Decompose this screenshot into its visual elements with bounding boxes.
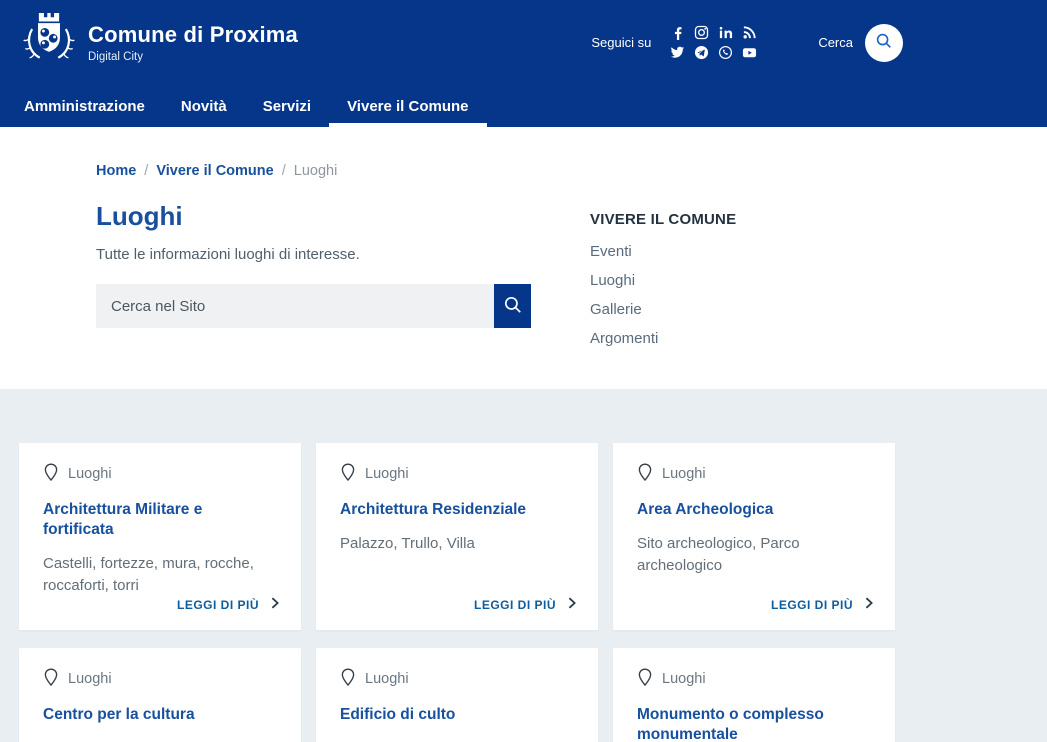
nav-item-servizi[interactable]: Servizi xyxy=(245,85,329,127)
map-pin-icon xyxy=(43,667,59,691)
read-more-link[interactable]: LEGGI DI PIÙ xyxy=(771,595,876,614)
map-pin-icon xyxy=(340,667,356,691)
card-category-row: Luoghi xyxy=(637,667,871,691)
sidebar-item-label[interactable]: Argomenti xyxy=(590,330,659,347)
card-category-label: Luoghi xyxy=(662,671,706,687)
site-logo-link[interactable]: Comune di Proxima Digital City xyxy=(22,10,298,75)
sidebar-title: VIVERE IL COMUNE xyxy=(590,211,737,228)
card-description: Acquario, Anfiteatro, Archivio, Auditori… xyxy=(43,738,277,742)
card-description: Palazzo, Trullo, Villa xyxy=(340,535,475,553)
search-icon xyxy=(503,295,523,318)
card-title-link[interactable]: Centro per la cultura xyxy=(43,706,195,723)
header-search-label: Cerca xyxy=(818,35,853,50)
breadcrumb-separator: / xyxy=(281,163,286,179)
cards-section: Luoghi Architettura Militare e fortifica… xyxy=(0,389,1047,742)
page-title: Luoghi xyxy=(96,201,183,231)
follow-label: Seguici su xyxy=(591,35,652,50)
map-pin-icon xyxy=(340,462,356,486)
card-category-row: Luoghi xyxy=(340,462,574,486)
nav-item-label[interactable]: Servizi xyxy=(262,97,312,115)
instagram-icon[interactable] xyxy=(692,25,710,41)
place-card: Luoghi Area Archeologica Sito archeologi… xyxy=(613,443,895,630)
card-category-label: Luoghi xyxy=(662,466,706,482)
card-category-row: Luoghi xyxy=(340,667,574,691)
map-pin-icon xyxy=(43,462,59,486)
chevron-right-icon xyxy=(565,595,579,614)
breadcrumb-home-link[interactable]: Home xyxy=(96,163,137,179)
sidebar-item-label[interactable]: Luoghi xyxy=(590,272,636,289)
section-nav-sidebar: VIVERE IL COMUNE Eventi Luoghi Gallerie … xyxy=(590,211,736,359)
site-search-form xyxy=(96,284,531,328)
card-title-link[interactable]: Monumento o complesso monumentale xyxy=(637,706,824,742)
sidebar-item-luoghi[interactable]: Luoghi xyxy=(590,272,736,290)
card-description: Abbazia, Chiesa, Campanile, Battistero, xyxy=(340,738,574,742)
map-pin-icon xyxy=(637,667,653,691)
place-card: Luoghi Architettura Residenziale Palazzo… xyxy=(316,443,598,630)
main-nav: Amministrazione Novità Servizi Vivere il… xyxy=(0,85,1047,127)
search-icon xyxy=(875,32,893,53)
telegram-icon[interactable] xyxy=(692,45,710,61)
nav-item-label[interactable]: Vivere il Comune xyxy=(347,97,469,115)
site-search-submit-button[interactable] xyxy=(494,284,531,328)
read-more-link[interactable]: LEGGI DI PIÙ xyxy=(177,595,282,614)
card-title-link[interactable]: Architettura Residenziale xyxy=(340,501,527,518)
place-card: Luoghi Edificio di culto Abbazia, Chiesa… xyxy=(316,648,598,742)
card-category-label: Luoghi xyxy=(68,466,112,482)
card-description: Castelli, fortezze, mura, rocche, roccaf… xyxy=(43,555,254,595)
breadcrumb-separator: / xyxy=(144,163,149,179)
nav-item-novita[interactable]: Novità xyxy=(163,85,245,127)
page-subtitle: Tutte le informazioni luoghi di interess… xyxy=(96,246,360,263)
card-category-row: Luoghi xyxy=(43,667,277,691)
municipality-crest-logo xyxy=(22,10,76,75)
cards-grid: Luoghi Architettura Militare e fortifica… xyxy=(19,443,1047,742)
site-tagline: Digital City xyxy=(88,51,143,63)
place-card: Luoghi Monumento o complesso monumentale… xyxy=(613,648,895,742)
card-category-label: Luoghi xyxy=(365,671,409,687)
sidebar-item-label[interactable]: Eventi xyxy=(590,243,632,260)
linkedin-icon[interactable] xyxy=(716,25,734,41)
breadcrumb-vivere-il-comune-link[interactable]: Vivere il Comune xyxy=(156,163,274,179)
chevron-right-icon xyxy=(268,595,282,614)
card-description: Sito archeologico, Parco archeologico xyxy=(637,535,800,574)
sidebar-item-label[interactable]: Gallerie xyxy=(590,301,642,318)
read-more-label: LEGGI DI PIÙ xyxy=(770,597,853,612)
nav-item-label[interactable]: Amministrazione xyxy=(24,97,145,115)
breadcrumb: Home / Vivere il Comune / Luoghi xyxy=(96,163,531,179)
map-pin-icon xyxy=(637,462,653,486)
twitter-icon[interactable] xyxy=(668,45,686,61)
card-category-label: Luoghi xyxy=(68,671,112,687)
place-card: Luoghi Centro per la cultura Acquario, A… xyxy=(19,648,301,742)
read-more-label: LEGGI DI PIÙ xyxy=(176,597,259,612)
card-category-row: Luoghi xyxy=(43,462,277,486)
card-category-row: Luoghi xyxy=(637,462,871,486)
social-links xyxy=(665,23,761,63)
card-title-link[interactable]: Architettura Militare e fortificata xyxy=(43,501,203,539)
nav-item-amministrazione[interactable]: Amministrazione xyxy=(6,85,163,127)
header-search-button[interactable] xyxy=(865,23,903,62)
page-head: Home / Vivere il Comune / Luoghi Luoghi … xyxy=(0,127,1047,389)
site-title: Comune di Proxima xyxy=(88,22,298,47)
read-more-link[interactable]: LEGGI DI PIÙ xyxy=(474,595,579,614)
sidebar-item-argomenti[interactable]: Argomenti xyxy=(590,330,736,348)
place-card: Luoghi Architettura Militare e fortifica… xyxy=(19,443,301,630)
breadcrumb-current: Luoghi xyxy=(293,163,338,179)
card-title-link[interactable]: Area Archeologica xyxy=(637,501,774,518)
read-more-label: LEGGI DI PIÙ xyxy=(473,597,556,612)
site-search-input[interactable] xyxy=(96,284,494,328)
youtube-icon[interactable] xyxy=(740,45,758,61)
nav-item-vivere-il-comune[interactable]: Vivere il Comune xyxy=(329,85,487,127)
sidebar-item-eventi[interactable]: Eventi xyxy=(590,243,736,261)
site-header: Comune di Proxima Digital City Seguici s… xyxy=(0,0,1047,85)
facebook-icon[interactable] xyxy=(668,25,686,41)
chevron-right-icon xyxy=(862,595,876,614)
sidebar-item-gallerie[interactable]: Gallerie xyxy=(590,301,736,319)
whatsapp-icon[interactable] xyxy=(716,45,734,61)
card-category-label: Luoghi xyxy=(365,466,409,482)
card-title-link[interactable]: Edificio di culto xyxy=(340,706,456,723)
nav-item-label[interactable]: Novità xyxy=(180,97,227,115)
rss-icon[interactable] xyxy=(740,25,758,41)
